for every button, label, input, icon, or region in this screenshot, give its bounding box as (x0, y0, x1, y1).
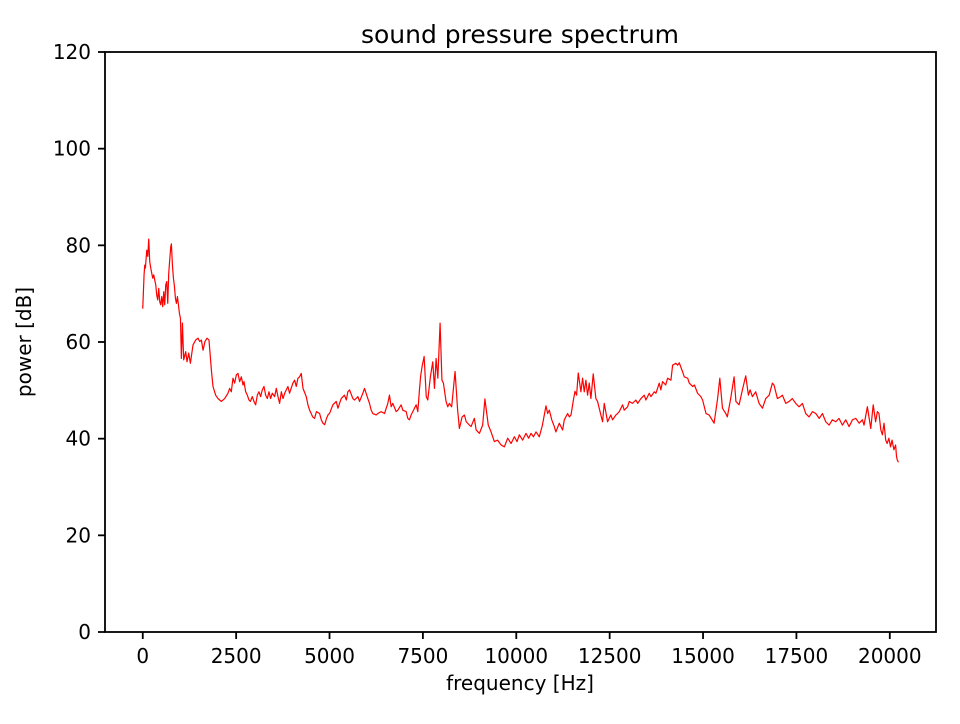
chart-title: sound pressure spectrum (361, 20, 679, 49)
plot-border (104, 51, 937, 633)
spectrum-line (142, 238, 899, 463)
y-tick-label: 100 (53, 137, 91, 161)
y-tick-label: 60 (66, 330, 91, 354)
x-tick-label: 0 (136, 644, 149, 668)
y-tick-label: 80 (66, 233, 91, 257)
x-tick-label: 20000 (858, 644, 922, 668)
data-series (142, 238, 899, 463)
y-axis-label: power [dB] (12, 287, 36, 397)
x-tick-label: 10000 (484, 644, 548, 668)
x-tick-label: 2500 (211, 644, 262, 668)
x-tick-label: 5000 (304, 644, 355, 668)
x-axis-label: frequency [Hz] (446, 671, 594, 695)
y-tick-label: 40 (66, 427, 91, 451)
x-tick-label: 12500 (578, 644, 642, 668)
x-tick-label: 7500 (397, 644, 448, 668)
y-tick-label: 20 (66, 523, 91, 547)
x-tick-label: 15000 (671, 644, 735, 668)
x-tick-label: 17500 (765, 644, 829, 668)
y-tick-label: 120 (53, 40, 91, 64)
y-tick-label: 0 (78, 620, 91, 644)
axis-ticks: 0 2500 5000 7500 10000 12500 15000 17500 20000 0 2… (53, 40, 922, 668)
